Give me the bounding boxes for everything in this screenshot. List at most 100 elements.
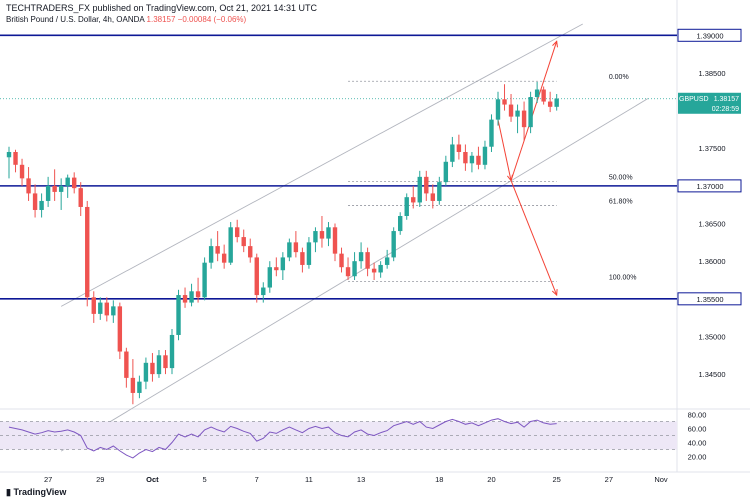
rsi-line (8, 418, 557, 459)
candle-body (254, 257, 259, 296)
instrument-line: British Pound / U.S. Dollar, 4h, OANDA 1… (6, 15, 246, 24)
candle-body (13, 152, 18, 165)
publisher-caption: TECHTRADERS_FX published on TradingView.… (6, 3, 317, 13)
current-price-badge (678, 92, 741, 114)
candle-body (300, 252, 305, 265)
candle-body (398, 216, 403, 232)
candle-body (241, 237, 246, 247)
candle-body (117, 306, 123, 352)
projection-arrowhead (552, 40, 558, 48)
fib-level-label: 61.80% (609, 198, 633, 205)
tradingview-logo[interactable]: ▮ TradingView (6, 487, 66, 498)
level-price-label: 1.37000 (696, 182, 723, 191)
candle-body (85, 206, 90, 298)
projection-arrow (497, 119, 512, 181)
candle-body (202, 262, 207, 298)
candle-body (32, 193, 38, 210)
candle-body (130, 377, 136, 393)
level-price-badge (677, 292, 742, 306)
level-price-label: 1.39000 (696, 31, 723, 40)
candle-body (469, 155, 475, 164)
candle-body (358, 252, 364, 262)
candle-body (39, 200, 44, 210)
x-tick-label: Nov (654, 475, 668, 484)
level-price-badge (677, 179, 742, 193)
candle-body (78, 188, 83, 207)
instrument-title: British Pound / U.S. Dollar, 4h, OANDA (6, 15, 145, 24)
candle-body (528, 97, 533, 128)
symbol-label: GBPUSD (679, 96, 709, 103)
price-axis: 1.385001.380001.375001.370001.365001.360… (44, 28, 742, 484)
x-tick-label: 11 (305, 475, 313, 484)
candle-body (437, 182, 442, 201)
x-tick-label: 20 (487, 475, 495, 484)
chart-drawings: 0.00% 50.00% 61.80% 100.00% (0, 23, 677, 452)
candle-body (72, 177, 77, 189)
fib-level-label: 0.00% (609, 74, 629, 81)
candle-body (450, 144, 455, 162)
y-tick-label: 1.35000 (698, 332, 725, 341)
rsi-panel (0, 418, 677, 459)
candle-body (371, 268, 377, 273)
rsi-tick-label: 40.00 (688, 439, 707, 448)
candle-body (111, 306, 116, 316)
candle-body (65, 177, 70, 186)
candle-body (58, 185, 64, 192)
y-tick-label: 1.36000 (698, 257, 725, 266)
candle-body (261, 287, 266, 296)
candle-body (411, 197, 416, 203)
candle-body (104, 302, 109, 316)
candle-body (482, 146, 488, 165)
candle-body (6, 152, 12, 158)
fib-level-label: 50.00% (609, 174, 633, 181)
candle-series (6, 81, 559, 405)
candle-body (463, 152, 468, 164)
current-price-value: 1.38157 (714, 96, 739, 103)
candle-body (476, 155, 481, 165)
rsi-tick-label: 20.00 (688, 453, 707, 462)
candle-body (541, 89, 546, 102)
candle-body (430, 193, 435, 201)
candle-body (515, 110, 520, 117)
candle-body (554, 98, 559, 107)
candle-body (176, 295, 181, 335)
candle-body (52, 185, 57, 192)
candle-body (508, 104, 514, 117)
price-change: −0.00084 (−0.06%) (177, 15, 247, 24)
candle-body (19, 164, 25, 179)
candle-body (137, 381, 142, 393)
level-price-badge (677, 28, 742, 42)
candle-body (378, 264, 383, 273)
candle-body (424, 176, 429, 194)
chart-grid (0, 0, 750, 473)
candle-body (98, 302, 103, 314)
candle-body (91, 297, 96, 314)
candle-body (189, 291, 194, 303)
candle-body (352, 261, 357, 277)
x-tick-label: 27 (44, 475, 52, 484)
candle-body (150, 362, 155, 375)
candle-body (404, 197, 409, 216)
candle-body (534, 89, 540, 98)
candle-body (443, 161, 449, 183)
candle-body (143, 362, 149, 382)
candle-body (326, 227, 331, 239)
candle-body (365, 252, 370, 269)
candle-body (319, 231, 325, 239)
level-price-label: 1.35500 (696, 295, 723, 304)
y-tick-label: 1.36500 (698, 220, 725, 229)
x-tick-label: Oct (146, 475, 159, 484)
candle-body (267, 267, 272, 288)
candle-body (521, 110, 527, 128)
candle-body (339, 253, 344, 268)
candle-body (45, 185, 51, 201)
candle-body (489, 119, 494, 147)
candle-body (384, 257, 390, 265)
x-tick-label: 18 (435, 475, 443, 484)
last-price: 1.38157 (146, 15, 176, 24)
projection-arrow (510, 180, 558, 296)
candle-body (208, 246, 214, 263)
y-tick-label: 1.37500 (698, 144, 725, 153)
y-tick-label: 1.38500 (698, 69, 725, 78)
